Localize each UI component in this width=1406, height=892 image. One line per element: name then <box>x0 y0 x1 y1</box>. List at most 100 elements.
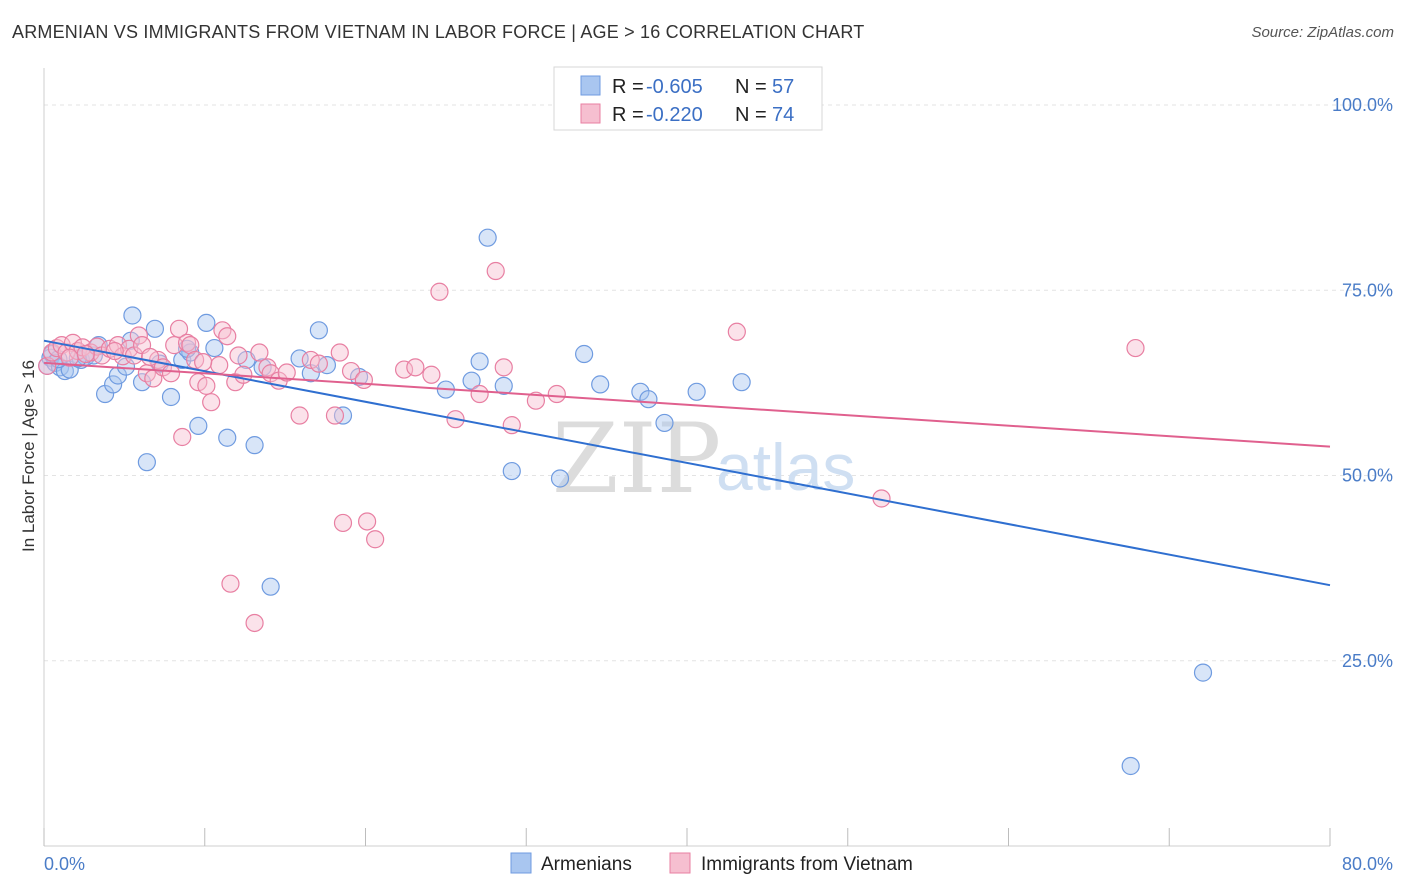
legend-r-label-2: R = <box>612 104 644 126</box>
vietnam-point-47 <box>330 343 349 362</box>
y-axis-label: In Labor Force | Age > 16 <box>19 360 38 552</box>
legend-n-value-2: 74 <box>772 104 794 126</box>
armenians-point-25 <box>197 313 216 332</box>
vietnam-point-26 <box>177 333 197 352</box>
legend-n-label-2: N = <box>735 104 767 126</box>
vietnam-point-32 <box>210 356 229 375</box>
vietnam-point-55 <box>430 282 449 301</box>
vietnam-point-71 <box>229 346 248 365</box>
armenians-point-21 <box>161 387 181 407</box>
series-vietnam-points <box>38 261 1145 633</box>
vietnam-point-16 <box>129 326 148 345</box>
vietnam-point-68 <box>105 341 124 361</box>
vietnam-point-24 <box>169 319 189 338</box>
vietnam-trend-line <box>43 361 1331 448</box>
trend-lines <box>43 339 1331 587</box>
armenians-point-39 <box>462 371 481 390</box>
vietnam-point-43 <box>290 406 309 425</box>
vietnam-point-62 <box>547 384 566 404</box>
y-tick-label-25: 25.0% <box>1342 651 1393 671</box>
x-tick-label-min: 0.0% <box>44 854 85 874</box>
vietnam-point-25 <box>173 427 192 447</box>
vietnam-point-35 <box>221 574 240 593</box>
armenians-point-34 <box>309 321 328 340</box>
bottom-legend-swatch-armenians <box>510 852 532 874</box>
watermark: ZIP atlas <box>552 403 855 515</box>
vietnam-point-48 <box>333 513 353 533</box>
vietnam-point-53 <box>406 358 425 377</box>
vietnam-point-57 <box>470 384 489 404</box>
y-tick-label-100: 100.0% <box>1332 95 1393 115</box>
armenians-point-44 <box>550 469 570 488</box>
vietnam-point-22 <box>161 364 181 383</box>
armenians-point-53 <box>1121 756 1140 776</box>
y-tick-label-50: 50.0% <box>1342 466 1393 486</box>
vietnam-point-73 <box>354 370 373 390</box>
armenians-point-45 <box>575 344 594 364</box>
armenians-point-51 <box>732 373 751 392</box>
armenians-point-46 <box>591 375 610 394</box>
legend-n-value-1: 57 <box>772 76 794 98</box>
legend-swatch-armenians <box>580 75 601 96</box>
bottom-legend-label-vietnam: Immigrants from Vietnam <box>701 854 913 875</box>
vietnam-point-38 <box>245 613 264 633</box>
vietnam-point-72 <box>277 363 296 382</box>
armenians-point-40 <box>470 352 489 371</box>
vietnam-point-0 <box>38 356 57 375</box>
legend-r-value-1: -0.605 <box>646 76 703 98</box>
armenians-point-43 <box>502 461 521 481</box>
vietnam-point-46 <box>325 406 345 425</box>
vietnam-point-70 <box>194 353 213 372</box>
vietnam-point-65 <box>1126 338 1145 358</box>
correlation-legend: R = -0.605 N = 57 R = -0.220 N = 74 <box>553 66 823 131</box>
x-axis-ticks <box>43 828 1331 846</box>
bottom-legend: Armenians Immigrants from Vietnam <box>510 852 913 875</box>
armenians-point-26 <box>205 338 224 358</box>
vietnam-point-34 <box>218 327 237 346</box>
legend-n-label-1: N = <box>735 76 767 98</box>
armenians-point-19 <box>145 319 165 338</box>
bottom-legend-swatch-vietnam <box>669 852 691 874</box>
armenians-point-16 <box>123 306 142 325</box>
armenians-point-50 <box>687 382 706 401</box>
legend-r-value-2: -0.220 <box>646 104 703 126</box>
vietnam-point-51 <box>366 530 385 549</box>
vietnam-point-39 <box>250 343 269 362</box>
vietnam-point-45 <box>309 354 328 373</box>
vietnam-point-31 <box>202 393 221 412</box>
armenians-point-49 <box>655 413 674 433</box>
chart-title: ARMENIAN VS IMMIGRANTS FROM VIETNAM IN L… <box>12 22 865 42</box>
watermark-atlas: atlas <box>716 430 855 504</box>
armenians-point-29 <box>245 436 264 455</box>
x-tick-label-max: 80.0% <box>1342 854 1393 874</box>
source-credit: Source: ZipAtlas.com <box>1251 24 1394 41</box>
vietnam-point-54 <box>422 365 441 384</box>
vietnam-point-61 <box>526 391 545 410</box>
vietnam-point-30 <box>197 376 216 395</box>
legend-swatch-vietnam <box>580 103 601 124</box>
vietnam-point-52 <box>394 360 414 379</box>
vietnam-point-50 <box>358 512 377 531</box>
armenians-point-31 <box>261 577 280 596</box>
vietnam-point-58 <box>486 261 505 281</box>
armenians-trend-line <box>43 339 1331 587</box>
vietnam-point-59 <box>494 358 513 377</box>
watermark-zip: ZIP <box>552 403 721 515</box>
vietnam-point-33 <box>213 321 232 340</box>
legend-r-label-1: R = <box>612 76 644 98</box>
armenians-point-12 <box>104 375 123 394</box>
armenians-point-48 <box>639 390 658 409</box>
y-axis-tick-labels: 25.0% 50.0% 75.0% 100.0% <box>1332 95 1393 671</box>
armenians-point-17 <box>132 373 152 392</box>
y-tick-label-75: 75.0% <box>1342 280 1393 300</box>
armenians-point-42 <box>494 376 513 395</box>
armenians-point-18 <box>137 453 156 472</box>
armenians-point-24 <box>189 416 208 435</box>
armenians-point-52 <box>1193 663 1213 682</box>
armenians-point-41 <box>478 228 497 247</box>
armenians-point-27 <box>218 428 237 447</box>
vietnam-point-49 <box>341 361 361 381</box>
bottom-legend-label-armenians: Armenians <box>541 854 632 875</box>
vietnam-point-63 <box>727 322 746 341</box>
